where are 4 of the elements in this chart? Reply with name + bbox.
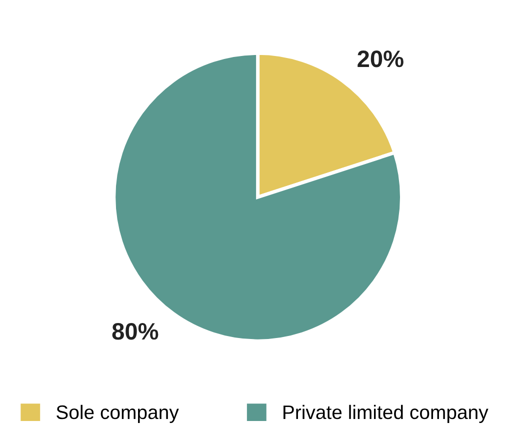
legend-label: Sole company xyxy=(56,404,179,423)
data-label: 20% xyxy=(358,50,404,68)
data-label: 80% xyxy=(112,322,158,340)
legend-label: Private limited company xyxy=(284,404,488,423)
